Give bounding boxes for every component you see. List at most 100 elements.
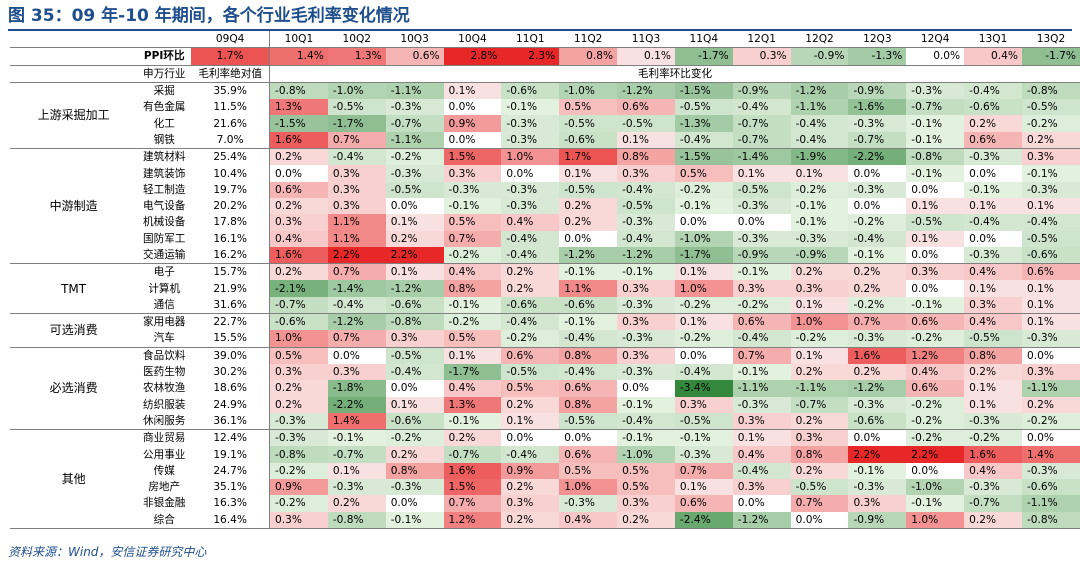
change-cell: 0.2% <box>501 511 560 529</box>
table-row: 其他 商业贸易 12.4% -0.3% -0.1% -0.2% 0.2% 0.0% 0.0% -0… <box>10 429 1080 529</box>
change-cell: -1.1% <box>385 131 444 150</box>
change-cell: 0.1% <box>674 263 733 281</box>
industry-name: 计算机 <box>148 282 181 295</box>
table-row: 上游采掘加工 采掘 35.9% -0.8% -1.0% -1.1% 0.1% -0.6% -1.… <box>10 82 1080 150</box>
gross-margin-value: 15.7% <box>213 266 247 279</box>
table-row: 传媒 24.7% -0.2% 0.1% 0.8% 1.6% 0.9% 0.5% 0.5% 0.7%… <box>10 462 1080 480</box>
change-cell: -0.3% <box>501 197 560 215</box>
change-cell: 1.6% <box>443 462 502 480</box>
column-header: 10Q3 <box>385 31 444 49</box>
change-cell: -0.4% <box>501 313 560 331</box>
change-cell: 0.1% <box>732 429 791 447</box>
change-cell: -0.1% <box>617 396 675 413</box>
table-row: 非银金融 16.3% -0.2% 0.2% 0.0% 0.7% 0.3% -0.3% 0.3% 0… <box>10 495 1080 512</box>
change-cell: -0.1% <box>906 115 965 132</box>
change-cell: 0.3% <box>327 181 386 198</box>
change-cell: -0.6% <box>501 296 560 315</box>
change-cell: -0.5% <box>732 181 791 198</box>
table-row: 有色金属 11.5% 1.3% -0.5% -0.3% 0.0% -0.1% 0.5% 0.6%… <box>10 99 1080 116</box>
change-cell: -1.5% <box>674 82 733 100</box>
change-cell: -0.2% <box>385 148 444 166</box>
change-cell: 0.0% <box>790 511 849 529</box>
change-cell: -1.4% <box>732 148 791 166</box>
change-cell: -0.3% <box>268 412 328 431</box>
change-cell: -0.4% <box>501 446 560 463</box>
ppi-cell: -1.7% <box>674 47 733 66</box>
change-cell: -0.3% <box>732 197 791 215</box>
industry-name: 电子 <box>153 266 175 279</box>
gross-margin-value: 25.4% <box>213 151 247 164</box>
change-cell: -0.1% <box>848 246 907 265</box>
change-cell: -0.4% <box>790 115 849 132</box>
change-cell: -0.2% <box>1021 412 1080 431</box>
change-cell: -0.7% <box>906 99 965 116</box>
column-header: 09Q4 <box>191 31 270 49</box>
column-header: 12Q3 <box>848 31 907 49</box>
change-cell: -0.5% <box>674 412 733 431</box>
change-cell: -0.6% <box>501 82 560 100</box>
change-cell: 0.2% <box>268 263 328 281</box>
column-header: 11Q4 <box>674 31 733 49</box>
change-cell: 0.3% <box>327 363 386 381</box>
ppi-cell: 1.4% <box>268 47 328 66</box>
change-cell: 0.5% <box>501 380 560 397</box>
change-cell: -0.3% <box>732 396 791 413</box>
change-cell: 0.0% <box>848 165 907 182</box>
gross-margin-value: 24.7% <box>213 464 247 477</box>
change-cell: 1.3% <box>268 99 328 116</box>
change-cell: 1.6% <box>268 131 328 150</box>
ppi-cell: 0.3% <box>732 47 791 66</box>
change-cell: 0.7% <box>443 230 502 247</box>
change-cell: -1.2% <box>327 313 386 331</box>
change-cell: -0.5% <box>1021 230 1080 247</box>
gross-margin-value: 16.2% <box>191 246 270 265</box>
change-cell: 0.0% <box>848 197 907 215</box>
change-cell: -0.4% <box>501 246 560 265</box>
change-cell: -0.5% <box>385 181 444 198</box>
change-cell: 0.4% <box>906 363 965 381</box>
column-header: 12Q1 <box>732 31 791 49</box>
change-cell: -0.2% <box>1021 115 1080 132</box>
gross-margin-value: 17.8% <box>213 216 247 229</box>
subheader-row: 申万行业 毛利率绝对值 毛利率环比变化 <box>10 65 1080 83</box>
change-cell: 0.3% <box>790 429 849 447</box>
change-cell: 0.0% <box>964 230 1022 247</box>
change-cell: 0.0% <box>674 214 733 231</box>
change-cell: 0.3% <box>1021 148 1080 166</box>
change-cell: -1.7% <box>327 115 386 132</box>
change-cell: 0.8% <box>443 280 502 297</box>
change-cell: 1.4% <box>1021 446 1080 463</box>
change-cell: 0.1% <box>964 280 1022 297</box>
industry-name: 化工 <box>153 117 175 130</box>
change-cell: 0.4% <box>559 511 618 529</box>
change-cell: 0.6% <box>559 380 618 397</box>
change-cell: 0.3% <box>617 280 675 297</box>
change-cell: -1.7% <box>443 363 502 381</box>
change-cell: -0.1% <box>906 296 965 315</box>
change-cell: -0.8% <box>327 511 386 529</box>
change-cell: 1.6% <box>964 446 1022 463</box>
change-cell: -0.5% <box>674 99 733 116</box>
ppi-cell: 2.3% <box>501 47 560 66</box>
change-cell: -0.9% <box>848 511 907 529</box>
change-cell: -0.1% <box>559 263 618 281</box>
change-cell: 0.1% <box>327 462 386 480</box>
industry-name: 休闲服务 <box>137 412 192 431</box>
change-cell: 0.1% <box>1021 197 1080 215</box>
change-cell: 0.2% <box>964 511 1022 529</box>
change-cell: -0.1% <box>443 197 502 215</box>
ppi-cell: 0.6% <box>385 47 444 66</box>
change-cell: -0.2% <box>906 429 965 447</box>
change-cell: -0.3% <box>848 396 907 413</box>
change-cell: -0.3% <box>848 330 907 348</box>
table-row: 轻工制造 19.7% 0.6% 0.3% -0.5% -0.3% -0.3% -0.5% -0.… <box>10 181 1080 198</box>
change-cell: -0.1% <box>674 429 733 447</box>
change-cell: -0.3% <box>501 131 560 150</box>
column-header: 13Q1 <box>964 31 1022 49</box>
ppi-cell: 1.7% <box>191 47 270 66</box>
change-cell: -0.2% <box>443 246 502 265</box>
change-cell: 0.0% <box>732 495 791 512</box>
change-cell: -0.2% <box>906 330 965 348</box>
change-cell: -1.1% <box>385 82 444 100</box>
change-cell: -0.9% <box>790 246 849 265</box>
